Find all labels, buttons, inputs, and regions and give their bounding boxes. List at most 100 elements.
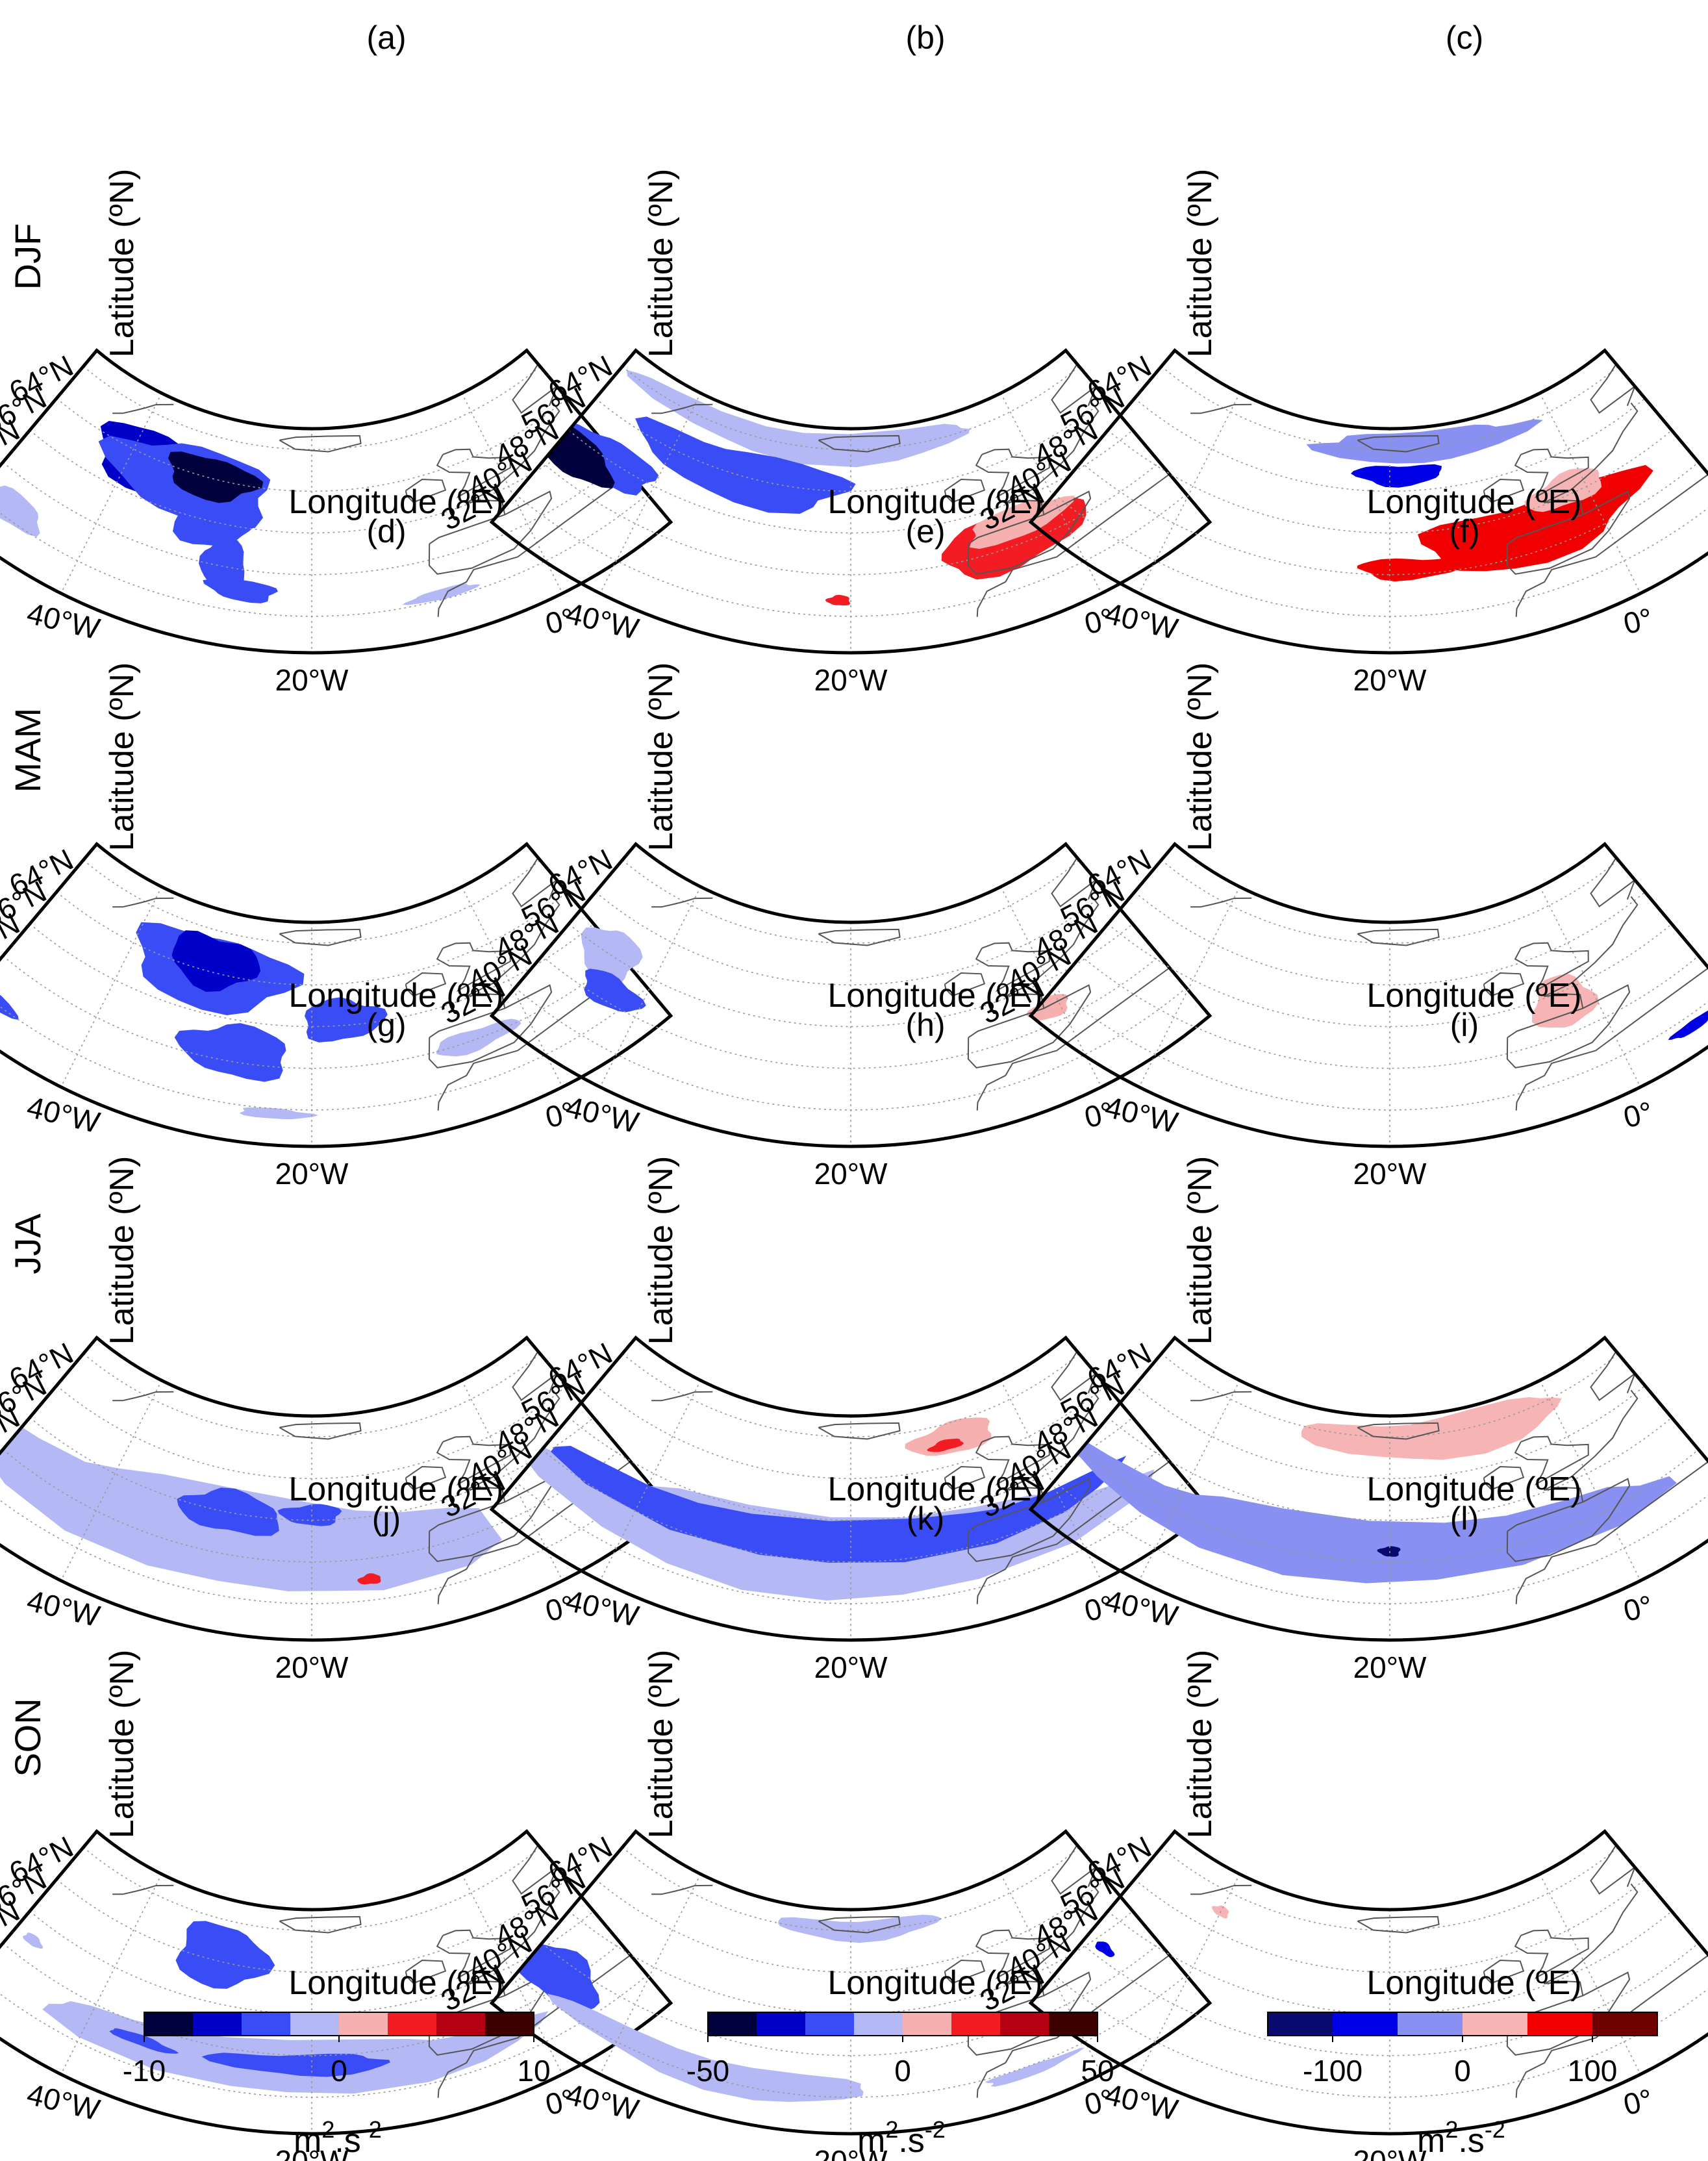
colorbar-swatch [388, 2012, 437, 2036]
y-axis-label: Latitude (ºN) [642, 169, 680, 358]
season-label: SON [7, 1698, 48, 1776]
coastline [1515, 474, 1708, 617]
lon-tick-label: 40°W [563, 1090, 642, 1140]
anomaly-patch [547, 1993, 864, 2102]
x-axis-label: Longitude (ºE) [1366, 977, 1581, 1015]
coastline [1051, 1337, 1098, 1402]
coastline [944, 1959, 986, 1984]
lon-tick-label: 0° [1620, 1589, 1656, 1628]
colorbar-tick-label: 0 [1454, 2054, 1471, 2088]
anomaly-patch [199, 531, 245, 586]
map-panel: 64°N56°N48°N40°N32°N40°W20°W0°(b)Longitu… [436, 19, 1212, 697]
anomaly-patch [1532, 974, 1600, 1028]
colorbar-swatch [485, 2012, 534, 2036]
gridline-lon [1000, 1873, 1102, 2075]
lon-tick-label: 20°W [814, 1157, 888, 1191]
coastline [112, 897, 174, 908]
gridline-lon [1000, 1380, 1102, 1581]
panel-label: (d) [366, 513, 406, 550]
panel-label: (c) [1446, 19, 1483, 56]
lon-tick-label: 20°W [814, 1650, 888, 1684]
anomaly-patch [203, 579, 278, 603]
map-area [0, 350, 648, 653]
coastline [1004, 402, 1099, 515]
anomaly-patch [171, 930, 261, 992]
lon-tick-label: 40°W [1102, 1584, 1181, 1634]
x-axis-label: Longitude (ºE) [288, 977, 503, 1015]
anomaly-patch [357, 1573, 381, 1585]
coastline [1357, 1422, 1440, 1440]
colorbar-swatch [339, 2012, 388, 2036]
colorbar: -50 0 50 m2.s-2 [686, 2012, 1114, 2160]
anomaly-patch [550, 1446, 1127, 1563]
coastline [1483, 972, 1525, 997]
coastline [465, 1389, 560, 1502]
map-frame [489, 1335, 1212, 1642]
coastline [1515, 967, 1708, 1111]
lon-tick-label: 20°W [1353, 663, 1427, 697]
anomaly-patch [0, 950, 19, 1020]
coastline [651, 897, 713, 908]
coastline [1590, 350, 1637, 414]
coastline [112, 1391, 174, 1402]
coastline [279, 928, 362, 946]
anomaly-patch [174, 1023, 286, 1082]
y-axis-label: Latitude (ºN) [642, 1156, 680, 1345]
lon-tick-label: 20°W [814, 2144, 888, 2161]
coastline [976, 1954, 1170, 2098]
lon-tick-label: 40°W [1102, 596, 1181, 646]
y-axis-label: Latitude (ºN) [103, 1156, 141, 1345]
map-area [514, 844, 1187, 1146]
gridline-lon [599, 886, 701, 1087]
anomaly-patch [905, 1417, 992, 1456]
coastline [1051, 1831, 1098, 1895]
panel-label: (f) [1449, 513, 1479, 550]
coastline [1515, 1461, 1708, 1604]
coastline [651, 403, 713, 414]
colorbar-swatch [805, 2012, 855, 2036]
coastline [112, 403, 174, 414]
map-panel: 64°N56°N48°N40°N32°N40°W20°W0°(k)Longitu… [436, 1500, 1212, 2161]
coastline [1506, 1478, 1631, 1562]
coastline [1514, 942, 1589, 992]
colorbar-swatch [242, 2012, 291, 2036]
coastline [944, 1465, 986, 1491]
anomaly-patch [825, 594, 851, 606]
coastline [967, 1971, 1092, 2056]
lon-tick-label: 40°W [24, 2077, 103, 2127]
coastline [465, 402, 560, 515]
map-area [1053, 844, 1708, 1146]
colorbar-tick-label: 10 [517, 2054, 550, 2088]
panel-label: (a) [366, 19, 406, 56]
lon-tick-label: 40°W [1102, 1090, 1181, 1140]
map-area [506, 1337, 1187, 1640]
anomaly-patch [1095, 1941, 1115, 1958]
coastline [428, 490, 553, 575]
colorbar-swatch [1398, 2012, 1463, 2036]
gridline-lon [60, 886, 162, 1087]
coastline [1190, 1884, 1252, 1895]
gridline-lon [461, 392, 563, 594]
anomaly-patch [239, 1107, 318, 1119]
gridline-lon [60, 1380, 162, 1581]
y-axis-label: Latitude (ºN) [642, 663, 680, 852]
map-frame [489, 348, 1212, 655]
lon-tick-label: 0° [1620, 601, 1656, 641]
anomaly-patch [177, 1487, 279, 1536]
map-area [0, 1831, 648, 2134]
x-axis-label: Longitude (ºE) [827, 483, 1042, 521]
anomaly-patch [168, 451, 264, 503]
map-frame [1028, 348, 1708, 655]
anomaly-patch [1668, 1008, 1708, 1040]
colorbar-swatch [1592, 2012, 1658, 2036]
lon-tick-label: 40°W [24, 596, 103, 646]
anomaly-patch [1351, 464, 1442, 488]
colorbar-swatch [757, 2012, 806, 2036]
colorbar-swatch [144, 2012, 194, 2036]
colorbar-tick-label: -100 [1303, 2054, 1363, 2088]
coastline [436, 1929, 511, 1980]
map-area [0, 844, 648, 1146]
lon-tick-label: 40°W [24, 1584, 103, 1634]
coastline [405, 972, 447, 997]
coastline [1514, 1435, 1589, 1486]
